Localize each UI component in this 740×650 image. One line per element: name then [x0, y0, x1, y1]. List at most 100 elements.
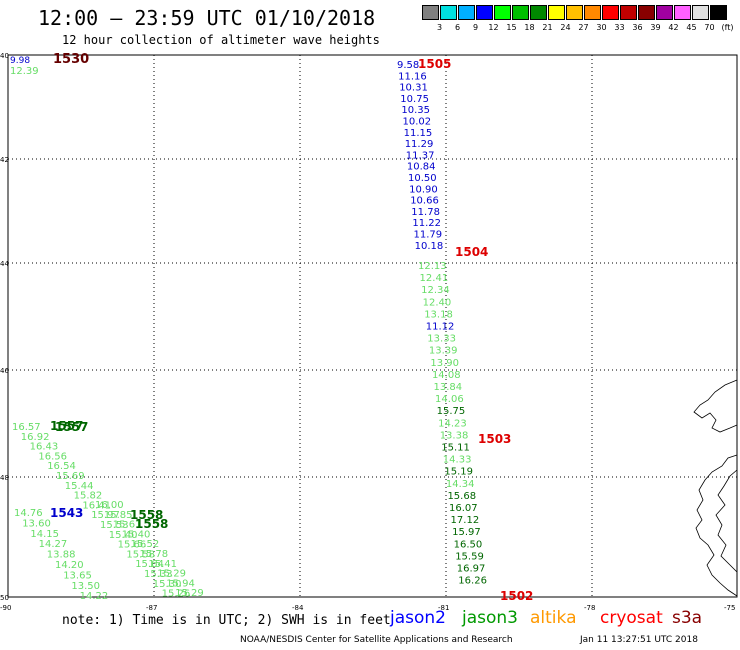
pass-time-label: 1530	[53, 52, 89, 67]
wave-height-label: 15.97	[91, 510, 120, 521]
color-swatch	[602, 5, 619, 20]
lat-tick-label: 40	[0, 52, 9, 60]
color-swatch	[458, 5, 475, 20]
wave-height-label: 17.12	[451, 515, 480, 526]
color-swatch	[692, 5, 709, 20]
color-scale-label: 3	[436, 23, 443, 32]
color-scale-label: 18	[524, 23, 535, 32]
wave-height-label: 10.50	[408, 173, 437, 184]
satellite-legend-altika: altika	[530, 608, 577, 628]
wave-height-label: 11.78	[411, 207, 440, 218]
pass-time-label: 1502	[500, 589, 533, 603]
map-frame	[7, 54, 738, 598]
wave-height-label: 11.79	[414, 230, 443, 241]
wave-height-label: 9.98	[10, 56, 30, 66]
wave-height-label: 14.27	[39, 539, 68, 550]
wave-height-label: 12.41	[420, 273, 449, 284]
lat-tick-label: 46	[0, 367, 9, 375]
wave-height-label: 11.22	[412, 218, 441, 229]
wave-height-label: 16.92	[21, 432, 50, 443]
wave-height-label: 11.15	[404, 128, 433, 139]
satellite-legend-s3a: s3a	[672, 608, 703, 628]
wave-height-label: 9.58	[397, 60, 419, 71]
wave-height-label: 16.26	[458, 576, 487, 587]
wave-height-label: 15.19	[444, 467, 473, 478]
wave-height-label: 12.40	[423, 297, 452, 308]
wave-height-label: 15.85	[104, 510, 133, 521]
wave-height-label: 15.40	[122, 529, 151, 540]
color-scale-label: 27	[578, 23, 589, 32]
wave-height-label: 11.12	[426, 322, 455, 333]
wave-height-label: 16.50	[454, 539, 483, 550]
wave-height-label: 15.29	[175, 588, 204, 599]
lat-tick-label: 48	[0, 474, 9, 482]
color-swatch	[440, 5, 457, 20]
wave-height-label: 15.33	[144, 569, 173, 580]
wave-height-label: 13.38	[440, 430, 469, 441]
pass-time-label: 1504	[455, 245, 488, 259]
color-scale-label: 12	[488, 23, 499, 32]
color-swatch	[656, 5, 673, 20]
wave-height-label: 16.00	[95, 500, 124, 511]
color-swatch	[710, 5, 727, 20]
wave-height-label: 14.06	[435, 394, 464, 405]
color-swatch	[422, 5, 439, 20]
color-scale-label: 39	[650, 23, 661, 32]
lon-tick-label: -90	[0, 604, 11, 612]
wave-height-label: 15.75	[437, 406, 466, 417]
coastline	[693, 379, 738, 597]
color-swatch	[566, 5, 583, 20]
lon-tick-label: -78	[584, 604, 595, 612]
color-swatch	[674, 5, 691, 20]
color-swatch	[548, 5, 565, 20]
wave-height-label: 15.53	[100, 520, 129, 531]
satellite-legend-jason2: jason2	[390, 608, 446, 628]
wave-height-label: 13.90	[430, 358, 459, 369]
generated-timestamp: Jan 11 13:27:51 UTC 2018	[580, 635, 698, 645]
color-scale-label: 42	[668, 23, 679, 32]
wave-height-label: 14.33	[443, 455, 472, 466]
wave-height-label: 16.56	[38, 451, 67, 462]
wave-height-label: 14.08	[432, 370, 461, 381]
wave-height-label: 15.64	[135, 559, 164, 570]
pass-time-label: 1557	[50, 419, 83, 433]
lon-tick-label: -75	[724, 604, 735, 612]
wave-height-label: 13.60	[22, 518, 51, 529]
color-swatch	[476, 5, 493, 20]
lon-tick-label: -87	[146, 604, 157, 612]
wave-height-label: 15.97	[452, 527, 481, 538]
satellite-legend-jason3: jason3	[462, 608, 518, 628]
wave-height-label: 16.54	[47, 461, 76, 472]
wave-height-label: 15.40	[109, 530, 138, 541]
wave-height-label: 14.34	[446, 479, 475, 490]
wave-height-label: 15.59	[455, 551, 484, 562]
wave-height-label: 14.23	[438, 418, 467, 429]
wave-height-label: 12.39	[10, 66, 39, 77]
wave-height-label: 13.88	[47, 550, 76, 561]
wave-height-label: 15.29	[157, 569, 186, 580]
wave-height-label: 13.18	[424, 309, 453, 320]
lon-tick-label: -81	[438, 604, 449, 612]
lat-tick-label: 50	[0, 594, 9, 602]
color-scale-label: 15	[506, 23, 517, 32]
wave-height-label: 10.66	[410, 196, 439, 207]
color-scale-label: 36	[632, 23, 643, 32]
wave-height-label: 14.76	[14, 508, 43, 519]
wave-height-label: 13.84	[434, 382, 463, 393]
footer-note: note: 1) Time is in UTC; 2) SWH is in fe…	[62, 613, 391, 628]
color-swatch	[620, 5, 637, 20]
color-scale-label: 24	[560, 23, 571, 32]
pass-time-label: 1558	[135, 517, 168, 531]
color-scale-label: (ft)	[721, 23, 734, 32]
wave-height-label: 15.61	[113, 520, 142, 531]
wave-height-label: 15.30	[153, 579, 182, 590]
color-swatch	[584, 5, 601, 20]
lon-tick-label: -84	[292, 604, 304, 612]
wave-height-label: 15.11	[441, 443, 470, 454]
wave-height-label: 10.02	[403, 117, 432, 128]
color-scale-label: 6	[454, 23, 461, 32]
wave-height-label: 10.18	[415, 241, 444, 252]
wave-height-label: 11.37	[406, 150, 435, 161]
wave-height-label: 10.84	[407, 162, 436, 173]
